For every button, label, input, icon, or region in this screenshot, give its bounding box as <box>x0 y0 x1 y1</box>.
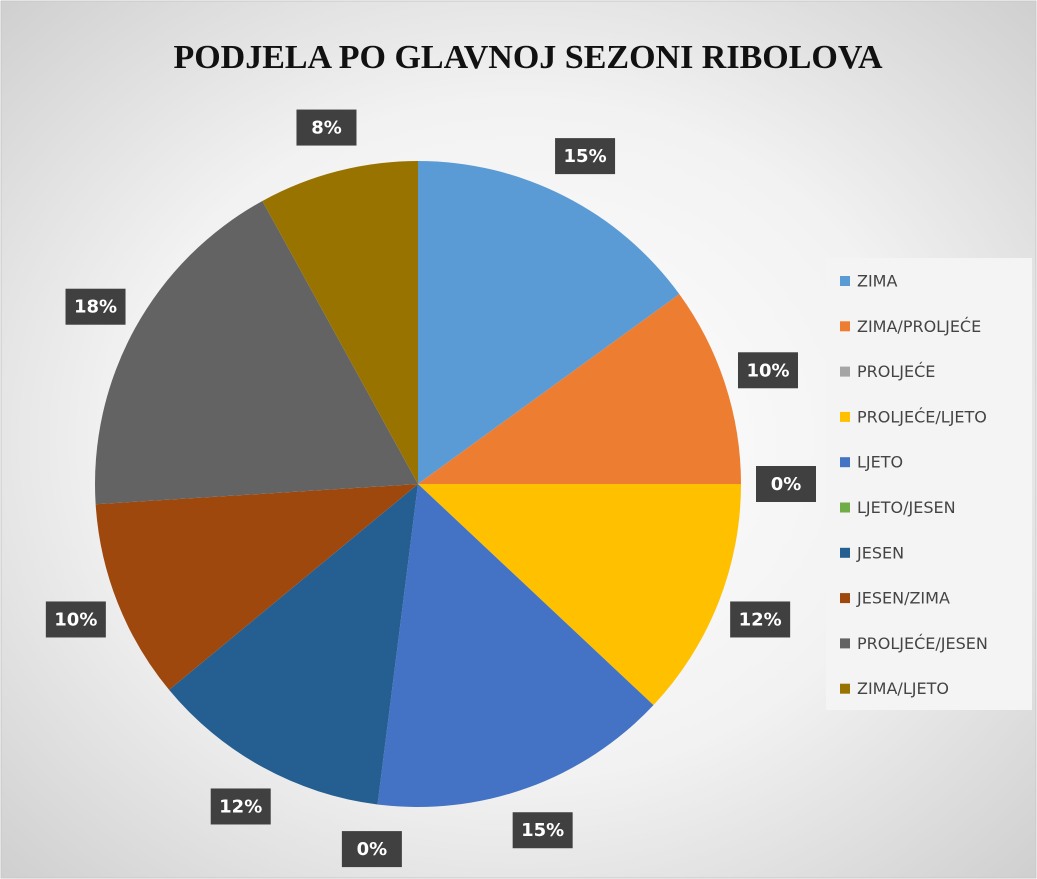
legend-swatch <box>840 638 850 649</box>
legend-swatch <box>840 683 850 694</box>
value-label: 0% <box>357 839 388 860</box>
legend-box <box>826 258 1032 710</box>
legend-label: LJETO <box>857 453 903 472</box>
pie-slice <box>418 294 741 484</box>
value-label-box <box>65 288 126 325</box>
legend-label: JESEN/ZIMA <box>856 589 950 608</box>
value-label-box <box>737 352 798 389</box>
legend-swatch <box>840 457 850 468</box>
legend-label: ZIMA/LJETO <box>857 679 949 698</box>
pie-slice <box>95 200 418 505</box>
legend-swatch <box>840 366 850 377</box>
legend-swatch <box>840 593 850 604</box>
value-label-box <box>555 138 616 175</box>
value-label-box <box>45 601 106 638</box>
value-label-box <box>296 109 357 146</box>
value-label: 10% <box>54 609 97 630</box>
value-label: 12% <box>219 796 262 817</box>
legend-swatch <box>840 276 850 286</box>
legend-label: JESEN <box>856 543 904 562</box>
legend-label: PROLJEĆE/JESEN <box>857 634 988 653</box>
pie-slice <box>262 161 418 484</box>
value-label-box <box>730 601 791 638</box>
value-label-box <box>512 812 573 849</box>
pie-slice <box>418 484 741 706</box>
value-label: 10% <box>746 360 789 381</box>
legend-label: ZIMA <box>857 272 897 291</box>
legend-label: ZIMA/PROLJEĆE <box>857 317 981 336</box>
value-label: 12% <box>739 609 782 630</box>
legend-label: PROLJEĆE/LJETO <box>857 407 987 426</box>
value-label: 0% <box>771 474 802 495</box>
pie-slice <box>169 484 418 805</box>
value-label: 8% <box>311 118 342 139</box>
pie-slice <box>377 484 654 808</box>
legend-label: PROLJEĆE <box>857 362 935 381</box>
value-label-box <box>341 831 402 868</box>
value-label-box <box>756 466 816 502</box>
pie-slice <box>418 161 680 484</box>
legend-swatch <box>840 411 850 422</box>
value-label: 15% <box>521 820 564 841</box>
legend-swatch <box>840 502 850 513</box>
legend-label: LJETO/JESEN <box>857 498 956 517</box>
chart-title: PODJELA PO GLAVNOJ SEZONI RIBOLOVA <box>173 39 883 76</box>
value-label-box <box>210 788 271 825</box>
legend-swatch <box>840 321 850 332</box>
value-label: 18% <box>74 297 117 318</box>
value-label: 15% <box>564 146 607 167</box>
pie-slice <box>95 484 419 690</box>
legend-swatch <box>840 547 850 558</box>
